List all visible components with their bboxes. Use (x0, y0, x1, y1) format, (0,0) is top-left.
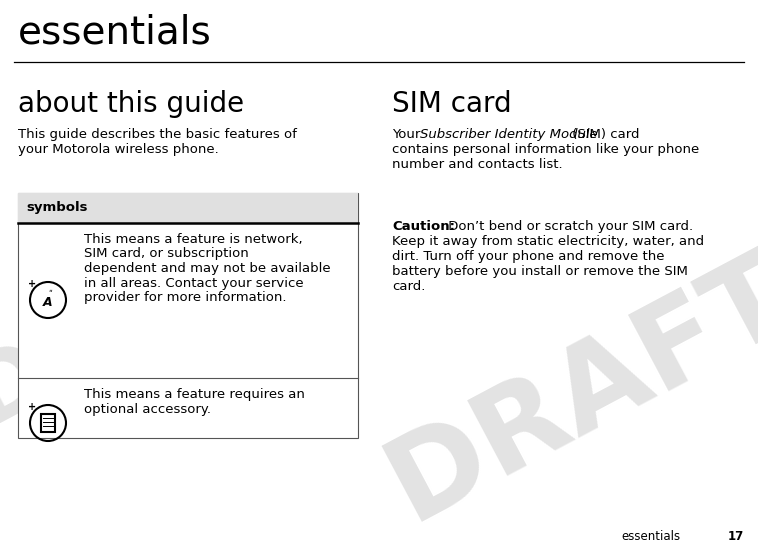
Text: Your: Your (392, 128, 424, 141)
Text: essentials: essentials (621, 530, 680, 543)
Text: provider for more information.: provider for more information. (84, 291, 287, 304)
Text: 17: 17 (728, 530, 744, 543)
Text: your Motorola wireless phone.: your Motorola wireless phone. (18, 143, 219, 156)
Text: in all areas. Contact your service: in all areas. Contact your service (84, 276, 304, 289)
Text: battery before you install or remove the SIM: battery before you install or remove the… (392, 265, 688, 278)
Text: Don’t bend or scratch your SIM card.: Don’t bend or scratch your SIM card. (444, 220, 693, 233)
Text: dirt. Turn off your phone and remove the: dirt. Turn off your phone and remove the (392, 250, 665, 263)
Text: number and contacts list.: number and contacts list. (392, 158, 562, 171)
Text: essentials: essentials (18, 13, 211, 51)
Text: Caution:: Caution: (392, 220, 455, 233)
Text: optional accessory.: optional accessory. (84, 403, 211, 416)
Text: card.: card. (392, 280, 425, 293)
Text: Keep it away from static electricity, water, and: Keep it away from static electricity, wa… (392, 235, 704, 248)
Text: DRAFT: DRAFT (0, 196, 308, 444)
Text: contains personal information like your phone: contains personal information like your … (392, 143, 699, 156)
Text: dependent and may not be available: dependent and may not be available (84, 262, 330, 275)
Text: SIM card: SIM card (392, 90, 512, 118)
Text: Subscriber Identity Module: Subscriber Identity Module (420, 128, 597, 141)
Bar (18, 193, 358, 223)
Text: This guide describes the basic features of: This guide describes the basic features … (18, 128, 297, 141)
Text: about this guide: about this guide (18, 90, 244, 118)
Text: +: + (28, 279, 36, 289)
Text: DRAFT: DRAFT (368, 236, 758, 544)
Text: symbols: symbols (26, 201, 87, 214)
Bar (41, 414, 55, 432)
Bar (18, 193, 358, 438)
Text: This means a feature is network,: This means a feature is network, (84, 233, 302, 246)
Text: SIM card, or subscription: SIM card, or subscription (84, 247, 249, 260)
Text: A: A (43, 295, 53, 309)
Text: This means a feature requires an: This means a feature requires an (84, 388, 305, 401)
Text: +: + (28, 402, 36, 412)
Text: ʺ: ʺ (48, 289, 52, 299)
Text: (SIM) card: (SIM) card (568, 128, 640, 141)
